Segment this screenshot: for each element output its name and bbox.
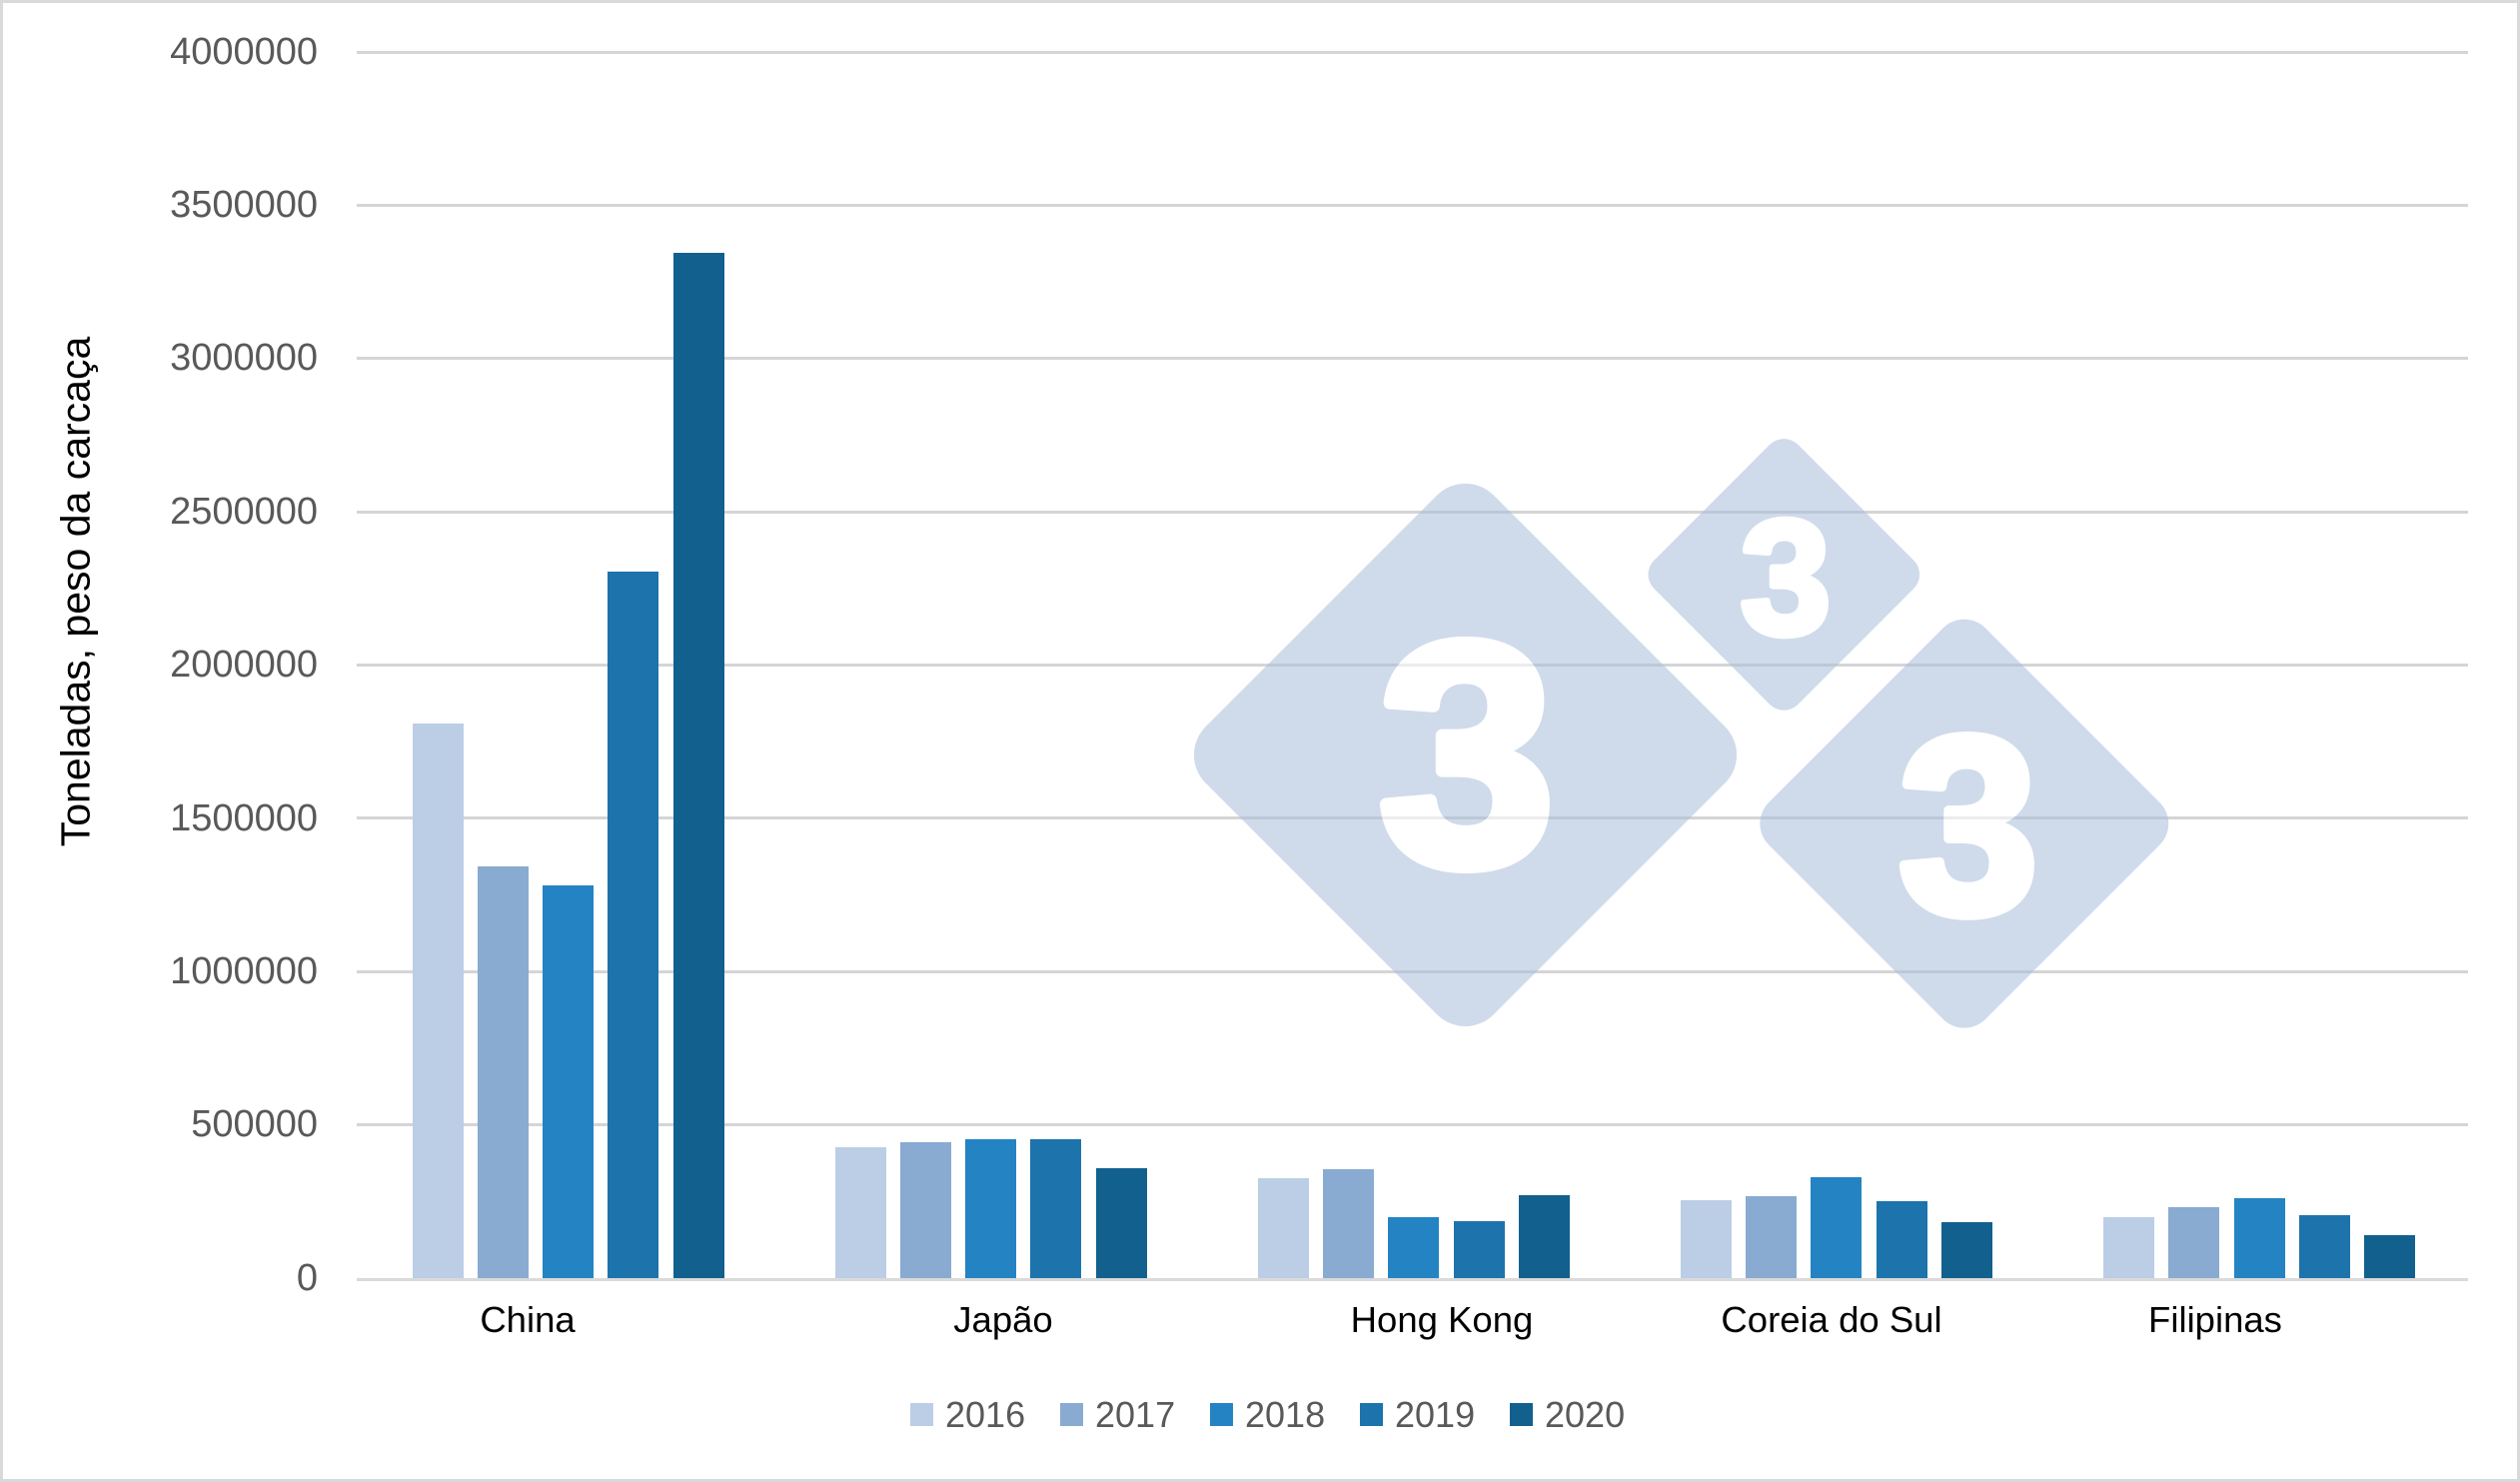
svg-text:3: 3 — [1898, 686, 2038, 966]
svg-text:3: 3 — [1379, 578, 1555, 930]
svg-text:3: 3 — [1741, 486, 1832, 669]
